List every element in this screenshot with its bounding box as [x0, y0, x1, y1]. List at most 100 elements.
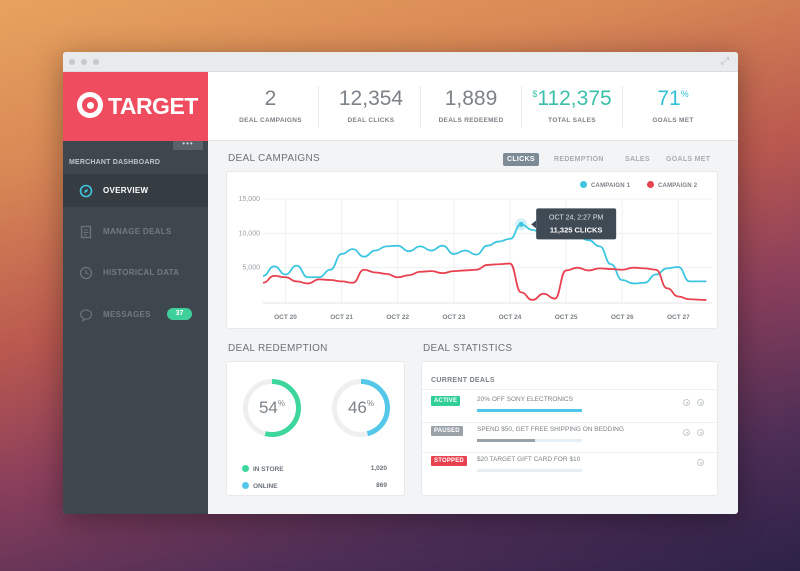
tab-clicks[interactable]: CLICKS: [503, 153, 539, 166]
legend-dot: [242, 465, 249, 472]
legend-in-store: IN STORE: [242, 465, 284, 473]
tooltip-date: OCT 24, 2:27 PM: [549, 214, 604, 221]
more-dots-icon[interactable]: •••: [173, 140, 203, 150]
clock-icon: [79, 266, 93, 280]
brand-header[interactable]: TARGET: [63, 72, 208, 141]
sidebar-item-overview[interactable]: OVERVIEW: [63, 174, 208, 207]
x-tick-label: OCT 25: [555, 314, 578, 321]
sidebar: TARGET ••• MERCHANT DASHBOARD OVERVIEW M…: [63, 72, 208, 514]
x-tick-label: OCT 20: [274, 314, 297, 321]
stat-label: TOTAL SALES: [548, 117, 596, 124]
tooltip-value: 11,325 CLICKS: [550, 225, 603, 234]
tooltip-arrow: [531, 220, 537, 229]
tab-redemption[interactable]: REDEMPTION: [554, 156, 604, 163]
legend-label: ONLINE: [253, 483, 278, 490]
total-sales-value: 112,375: [537, 87, 612, 110]
series-line-1: [262, 223, 707, 285]
in-store-percent: 54%: [237, 398, 307, 418]
stat-value: 2: [264, 87, 277, 110]
sidebar-item-historical-data[interactable]: HISTORICAL DATA: [63, 256, 208, 289]
deal-statistics-title: DEAL STATISTICS: [423, 343, 513, 354]
stats-bar: 2 DEAL CAMPAIGNS 12,354 DEAL CLICKS 1,88…: [208, 72, 738, 141]
sidebar-item-label: MANAGE DEALS: [103, 227, 172, 236]
stop-icon[interactable]: [697, 429, 704, 436]
overview-icon: [79, 184, 93, 198]
sidebar-item-messages[interactable]: MESSAGES 37: [63, 298, 208, 331]
brand-name: TARGET: [108, 93, 198, 119]
x-tick-label: OCT 21: [330, 314, 353, 321]
messages-count-badge: 37: [167, 308, 192, 320]
legend-dot: [647, 181, 654, 188]
goals-met-value: 71: [657, 87, 681, 110]
deal-campaigns-title: DEAL CAMPAIGNS: [228, 153, 320, 164]
currency-symbol: $: [532, 89, 538, 99]
deal-title: SPEND $50, GET FREE SHIPPING ON BEDDING: [477, 426, 624, 433]
legend-label: IN STORE: [253, 466, 284, 473]
deal-row[interactable]: STOPPED $20 TARGET GIFT CARD FOR $10: [422, 453, 717, 483]
donut-value: 54: [258, 398, 278, 417]
deal-progress-bar: [477, 469, 582, 472]
deal-title: $20 TARGET GIFT CARD FOR $10: [477, 456, 581, 463]
deal-row[interactable]: ACTIVE 20% OFF SONY ELECTRONICS: [422, 393, 717, 423]
percent-symbol: %: [680, 89, 689, 99]
status-badge: PAUSED: [431, 426, 463, 436]
legend-label: CAMPAIGN 1: [591, 183, 631, 189]
deal-row[interactable]: PAUSED SPEND $50, GET FREE SHIPPING ON B…: [422, 423, 717, 453]
in-store-donut-arc: [243, 379, 301, 437]
redemption-card: 54% 46% IN STORE 1,020 ONLINE 869: [227, 362, 404, 495]
stat-label: DEAL CLICKS: [347, 117, 395, 124]
current-deals-heading: CURRENT DEALS: [431, 377, 495, 384]
status-badge: STOPPED: [431, 456, 467, 466]
stat-deal-campaigns: 2 DEAL CAMPAIGNS: [223, 72, 318, 141]
status-badge: ACTIVE: [431, 396, 461, 406]
deal-progress-fill: [477, 439, 535, 442]
chat-bubble-icon: [79, 309, 93, 322]
legend-dot: [242, 482, 249, 489]
percent-symbol: %: [277, 399, 286, 408]
minimize-window-button[interactable]: [81, 59, 87, 65]
expand-icon[interactable]: ⤢: [721, 56, 729, 67]
in-store-count: 1,020: [370, 465, 387, 472]
deal-title: 20% OFF SONY ELECTRONICS: [477, 396, 573, 403]
legend-dot: [580, 181, 587, 188]
x-tick-label: OCT 24: [499, 314, 522, 321]
stat-goals-met: 71% GOALS MET: [623, 72, 723, 141]
stop-icon[interactable]: [697, 399, 704, 406]
x-tick-label: OCT 27: [667, 314, 690, 321]
sidebar-heading: MERCHANT DASHBOARD: [69, 159, 161, 166]
sidebar-item-manage-deals[interactable]: MANAGE DEALS: [63, 215, 208, 248]
y-tick-label: 10,000: [239, 230, 261, 237]
campaigns-line-chart[interactable]: 15,000 10,000 5,000 OCT 20 OCT 21 OCT 22 OCT 2…: [227, 172, 717, 328]
play-icon[interactable]: [697, 459, 704, 466]
stat-label: GOALS MET: [652, 117, 694, 124]
maximize-window-button[interactable]: [93, 59, 99, 65]
x-tick-label: OCT 26: [611, 314, 634, 321]
statistics-card: CURRENT DEALS ACTIVE 20% OFF SONY ELECTR…: [422, 362, 717, 495]
deal-progress-bar: [477, 439, 582, 442]
stat-value: $112,375: [522, 87, 622, 111]
window-titlebar: ⤢: [63, 52, 738, 72]
pause-icon[interactable]: [683, 399, 690, 406]
deal-redemption-title: DEAL REDEMPTION: [228, 343, 328, 354]
stat-value: 12,354: [338, 87, 404, 110]
legend-campaign-1[interactable]: CAMPAIGN 1: [580, 181, 630, 189]
series-line-2: [262, 262, 707, 301]
stat-total-sales: $112,375 TOTAL SALES: [522, 72, 622, 141]
target-bullseye-icon: [77, 92, 103, 118]
sidebar-item-label: OVERVIEW: [103, 186, 149, 195]
play-icon[interactable]: [683, 429, 690, 436]
tooltip-box: [536, 208, 617, 240]
deal-progress-fill: [477, 409, 582, 412]
tab-goals-met[interactable]: GOALS MET: [666, 156, 711, 163]
donut-value: 46: [347, 398, 367, 417]
sidebar-item-label: MESSAGES: [103, 310, 151, 319]
tab-sales[interactable]: SALES: [625, 156, 650, 163]
legend-campaign-2[interactable]: CAMPAIGN 2: [647, 181, 697, 189]
percent-symbol: %: [366, 399, 375, 408]
stat-value: 1,889: [444, 87, 498, 110]
stat-deals-redeemed: 1,889 DEALS REDEEMED: [421, 72, 521, 141]
x-tick-label: OCT 23: [442, 314, 465, 321]
close-window-button[interactable]: [69, 59, 75, 65]
sidebar-item-label: HISTORICAL DATA: [103, 268, 180, 277]
deal-progress-bar: [477, 409, 582, 412]
